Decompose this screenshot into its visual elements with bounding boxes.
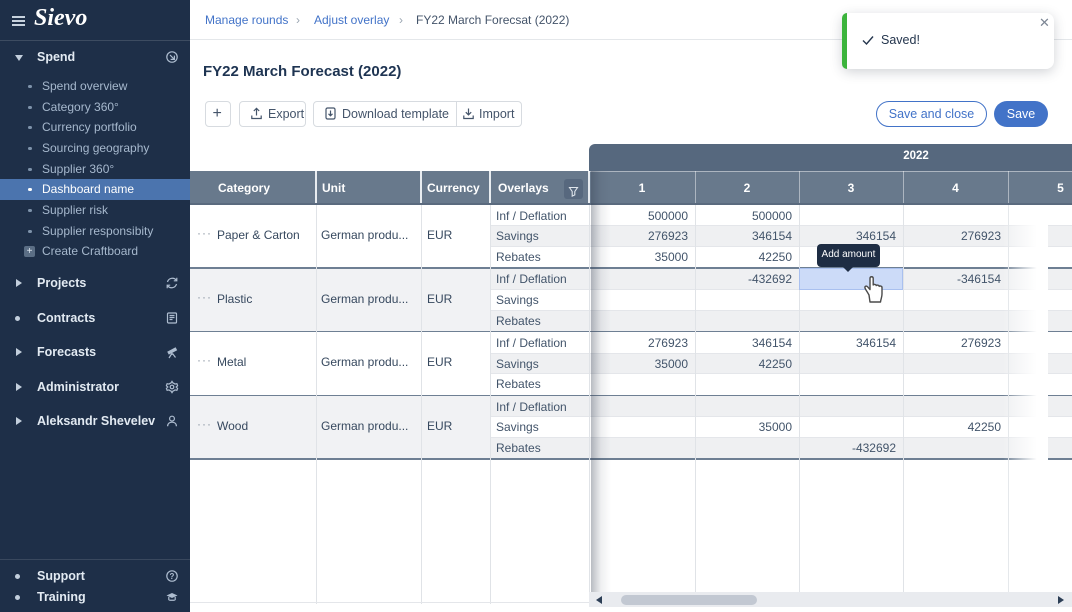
svg-text:?: ? xyxy=(170,572,175,581)
